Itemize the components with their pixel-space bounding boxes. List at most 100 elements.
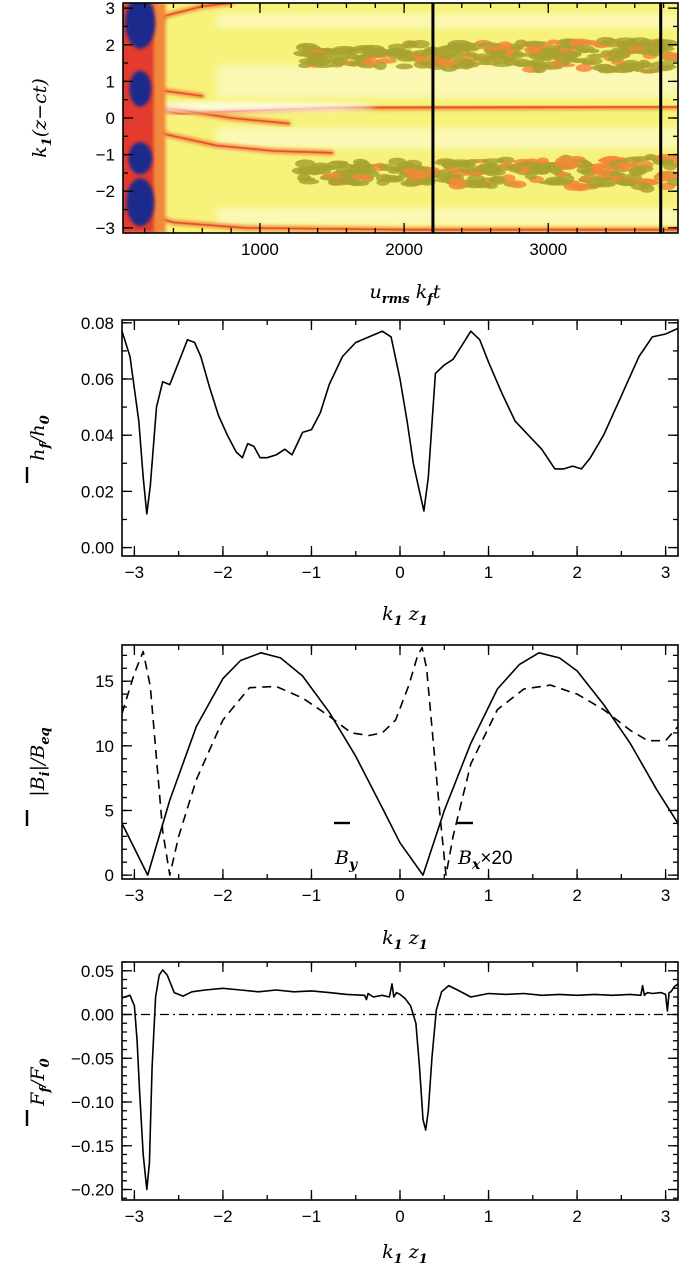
heatmap-texture-blob [645,45,668,53]
x-tick-label-0: 1000 [241,240,279,259]
heatmap-texture-blob [297,173,311,181]
y-tick-label-5: 0.05 [81,962,114,981]
heatmap-texture-blob [615,162,637,168]
heatmap-texture-blob [628,166,648,176]
heatmap-texture-blob [398,56,417,62]
flux-ticks: −3 −2 −1 0 1 2 3 −0.20 −0.15 −0.10 −0.05 0.00 0.05 [71,961,678,1226]
helicity-panel: −3 −2 −1 0 1 2 3 0.00 0.02 0.04 0.06 0.08 k1 z1 hf/… [25,314,679,629]
heatmap-texture-blob [332,45,356,52]
heatmap-texture-blob [480,168,500,175]
x-tick-label-0: −3 [125,563,144,582]
series-line-0-solid [122,327,678,515]
y-tick-label-0: 0.00 [81,539,114,558]
x-tick-label-6: 3 [661,886,670,905]
heatmap-texture-blob [653,39,672,47]
y-tick-label-2: −0.10 [71,1093,114,1112]
heatmap-texture-blob [438,58,456,67]
x-tick-label-5: 2 [572,886,581,905]
heatmap-texture-blob [666,178,678,186]
heatmap-texture-blob [364,50,388,58]
heatmap-texture-blob [595,178,613,186]
helicity-y-axis-label: hf/h0 [27,415,53,461]
x-tick-label-2: 3000 [529,240,567,259]
heatmap-x-axis-label: urms kft [370,281,441,307]
heatmap-texture-blob [508,165,522,173]
heatmap-texture-blob [549,167,563,175]
flux-frame [121,961,679,1201]
heatmap-texture-blob [538,47,555,57]
x-tick-label-6: 3 [661,563,670,582]
y-tick-label-4: 1 [106,72,115,91]
heatmap-texture-blob [416,177,434,184]
y-tick-label-1: 0.02 [81,482,114,501]
heatmap-background [123,3,678,233]
x-tick-label-5: 2 [572,1207,581,1226]
heatmap-texture-blob [650,60,675,70]
heatmap-texture-blob [575,45,595,53]
heatmap-texture-blob [637,40,654,49]
series-line-1-dashed [122,646,678,876]
y-tick-label-0: 0 [105,866,114,885]
heatmap-texture-blob [531,163,545,172]
y-tick-label-1: 5 [105,801,114,820]
heatmap-texture-blob [596,36,616,45]
heatmap-texture-blob [348,163,372,169]
x-tick-label-4: 1 [484,563,493,582]
heatmap-texture-blob [569,58,582,63]
x-tick-label-2: −1 [302,886,321,905]
heatmap-texture-blob [579,57,603,66]
x-tick-label-0: −3 [125,886,144,905]
heatmap-pale-band-1 [216,127,678,150]
heatmap-texture-blob [630,182,650,191]
helicity-x-axis-label: k1 z1 [382,603,428,629]
heatmap-texture-blob [501,174,516,183]
heatmap-texture-blob [351,174,373,181]
heatmap-texture-blob [349,169,374,175]
heatmap-texture-blob [439,44,460,52]
y-tick-label-3: 0 [106,109,115,128]
heatmap-pale-band-3 [216,13,678,29]
heatmap-blue-blob-1 [129,70,152,107]
heatmap-texture-blob [644,153,657,161]
heatmap-texture-blob [481,158,505,164]
x-tick-label-4: 1 [484,1207,493,1226]
heatmap-left-orange [153,3,166,233]
heatmap-texture-blob [400,180,421,187]
heatmap-texture-blob [625,156,641,163]
heatmap-panel: 1000 2000 3000 −3 −2 −1 0 1 2 3 urms kft k1(z−ct) [29,0,679,307]
y-tick-label-6: 3 [106,0,115,18]
heatmap-texture-blob [455,42,477,49]
field-x-axis-label: k1 z1 [382,927,428,953]
flux-panel: −3 −2 −1 0 1 2 3 −0.20 −0.15 −0.10 −0.05 0.00 0.05 k… [25,961,679,1263]
heatmap-texture-blob [576,166,593,175]
y-tick-label-3: 15 [95,672,114,691]
heatmap-texture-blob [327,178,343,186]
heatmap-y-axis-label: k1(z−ct) [29,78,55,158]
heatmap-texture-blob [341,178,361,186]
heatmap-blue-blob-0 [125,3,156,49]
y-tick-label-3: −0.05 [71,1049,114,1068]
field-y-axis-label: |Bi|/Beq [27,727,53,796]
x-tick-label-1: 2000 [385,240,423,259]
x-tick-label-1: −2 [213,563,232,582]
field-ticks: −3 −2 −1 0 1 2 3 0 5 10 15 [95,645,678,905]
series-line-0-solid [122,651,678,876]
heatmap-texture-blob [457,167,482,173]
heatmap-texture-blob [385,175,405,183]
heatmap-texture-blob [311,54,324,61]
heatmap-texture-blob [352,158,368,166]
y-tick-label-0: −0.20 [71,1181,114,1200]
x-tick-label-3: 0 [395,1207,404,1226]
heatmap-texture-blob [662,52,678,61]
heatmap-texture-blob [608,172,626,177]
heatmap-texture-blob [610,47,627,54]
heatmap-texture-blob [434,50,453,59]
heatmap-texture-blob [473,57,492,62]
y-tick-label-5: 2 [106,36,115,55]
heatmap-texture-blob [479,162,497,170]
heatmap-blue-blob-3 [126,178,155,227]
flux-x-axis-label: k1 z1 [382,1241,428,1263]
heatmap-blue-blob-2 [128,142,153,175]
heatmap-texture-blob [362,58,379,66]
heatmap-texture-blob [640,68,659,74]
